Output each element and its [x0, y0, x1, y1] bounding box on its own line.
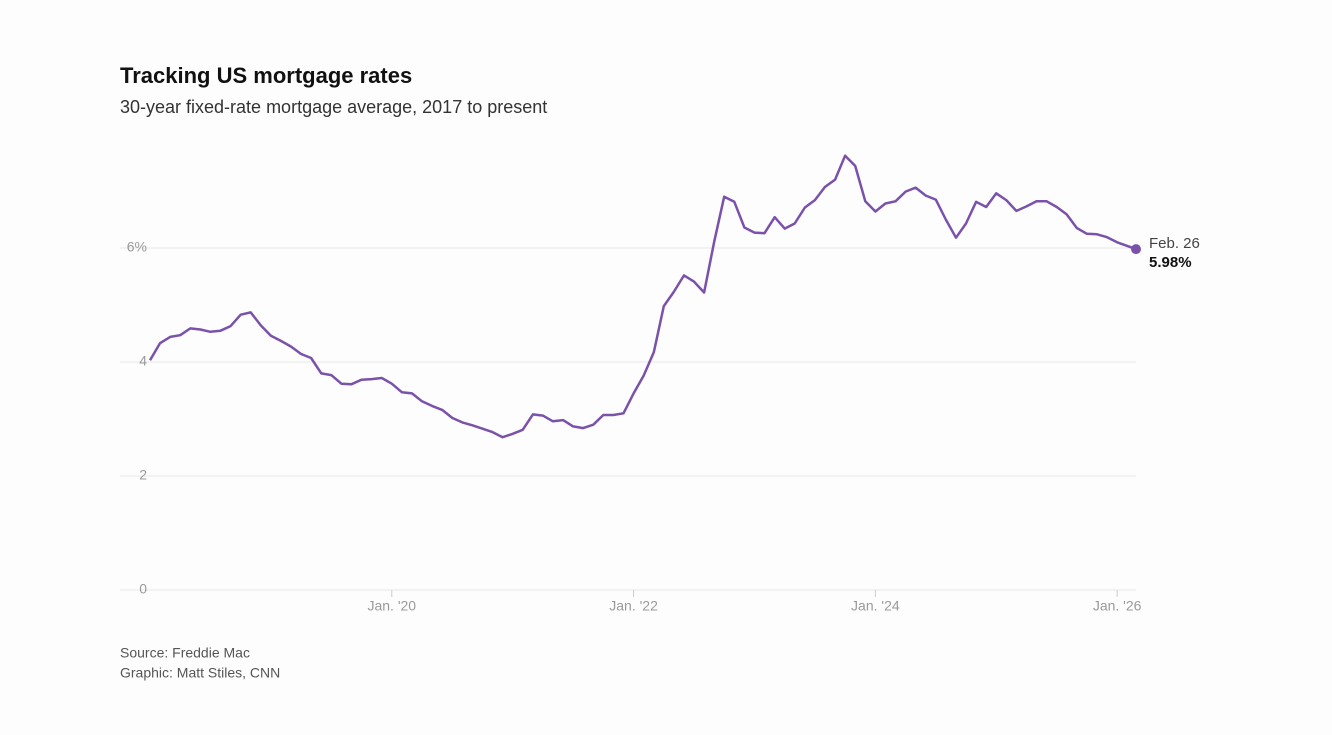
x-tick-label: Jan. '22 — [609, 598, 658, 614]
annotation-value: 5.98% — [1149, 254, 1192, 271]
chart-subtitle: 30-year fixed-rate mortgage average, 201… — [120, 97, 547, 117]
y-tick-label: 4 — [139, 353, 147, 369]
end-dot — [1131, 244, 1141, 255]
chart-title: Tracking US mortgage rates — [120, 63, 412, 88]
y-tick-label: 2 — [139, 467, 147, 483]
annotation-date: Feb. 26 — [1149, 235, 1200, 252]
y-tick-label: 6% — [127, 239, 147, 255]
x-tick-label: Jan. '26 — [1093, 598, 1142, 614]
y-tick-label: 0 — [139, 581, 147, 597]
line — [148, 154, 1137, 439]
credit: Graphic: Matt Stiles, CNN — [120, 665, 280, 681]
source: Source: Freddie Mac — [120, 645, 250, 661]
x-tick-label: Jan. '24 — [851, 598, 900, 614]
x-tick-label: Jan. '20 — [367, 598, 416, 614]
